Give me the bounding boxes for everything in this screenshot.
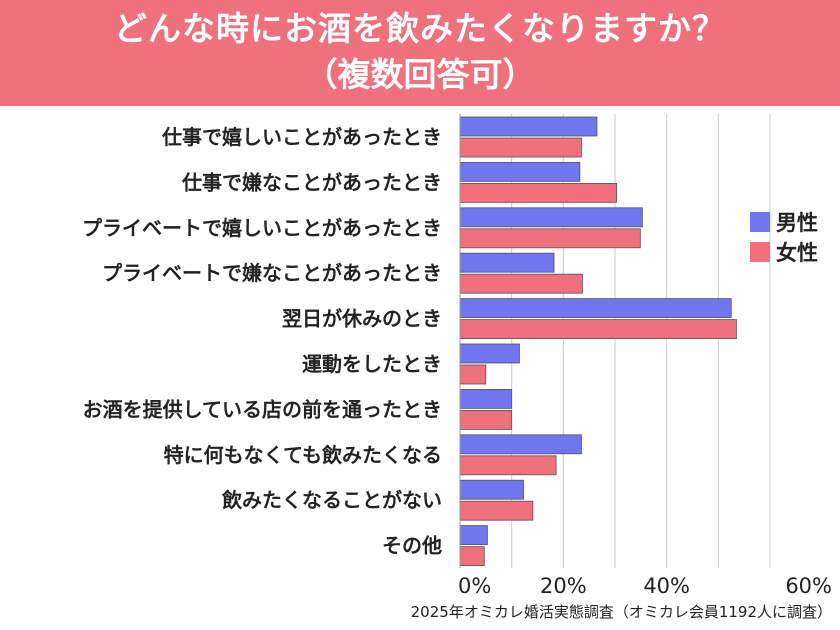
category-label: プライベートで嬉しいことがあったとき	[82, 216, 442, 240]
category-label: 翌日が休みのとき	[282, 307, 442, 331]
bar-male-0	[459, 116, 598, 137]
bar-female-7	[459, 455, 557, 476]
bar-male-2	[459, 207, 643, 228]
bar-male-7	[459, 434, 582, 455]
bar-male-3	[459, 252, 555, 273]
x-tick-label: 60%	[785, 574, 832, 598]
x-tick-label: 0%	[458, 574, 491, 598]
bar-female-9	[459, 546, 485, 567]
bar-male-4	[459, 298, 732, 319]
x-tick-label: 20%	[540, 574, 587, 598]
bar-female-3	[459, 273, 583, 294]
bar-female-5	[459, 364, 487, 385]
x-tick-label: 40%	[643, 574, 690, 598]
source-note: 2025年オミカレ婚活実態調査（オミカレ会員1192人に調査）	[410, 603, 832, 621]
category-label: 飲みたくなることがない	[221, 488, 442, 512]
category-label: 仕事で嫌なことがあったとき	[181, 170, 442, 194]
chart-subtitle: （複数回答可）	[304, 55, 536, 94]
bar-male-5	[459, 343, 520, 364]
bar-male-6	[459, 388, 513, 409]
chart-header: どんな時にお酒を飲みたくなりますか？ （複数回答可）	[0, 0, 840, 106]
bar-male-1	[459, 162, 581, 182]
bar-chart: 仕事で嬉しいことがあったとき仕事で嫌なことがあったときプライベートで嬉しいことが…	[82, 114, 832, 598]
legend-label-female: 女性	[776, 241, 818, 265]
category-label: その他	[382, 534, 442, 558]
category-label: 特に何もなくても飲みたくなる	[164, 443, 442, 467]
legend-swatch-female	[750, 242, 770, 262]
bar-female-4	[459, 319, 737, 340]
legend-swatch-male	[750, 212, 770, 232]
bar-female-8	[459, 500, 534, 521]
bar-female-6	[459, 409, 513, 430]
category-label: お酒を提供している店の前を通ったとき	[83, 397, 442, 421]
category-label: プライベートで嫌なことがあったとき	[102, 261, 442, 285]
legend-label-male: 男性	[776, 211, 818, 235]
bar-female-1	[459, 183, 617, 203]
bar-male-9	[459, 525, 488, 546]
category-label: 運動をしたとき	[302, 352, 442, 376]
bar-male-8	[459, 479, 524, 500]
bar-female-2	[459, 228, 641, 249]
category-label: 仕事で嬉しいことがあったとき	[161, 125, 442, 149]
bar-female-0	[459, 137, 582, 158]
chart-title: どんな時にお酒を飲みたくなりますか？	[114, 9, 726, 48]
